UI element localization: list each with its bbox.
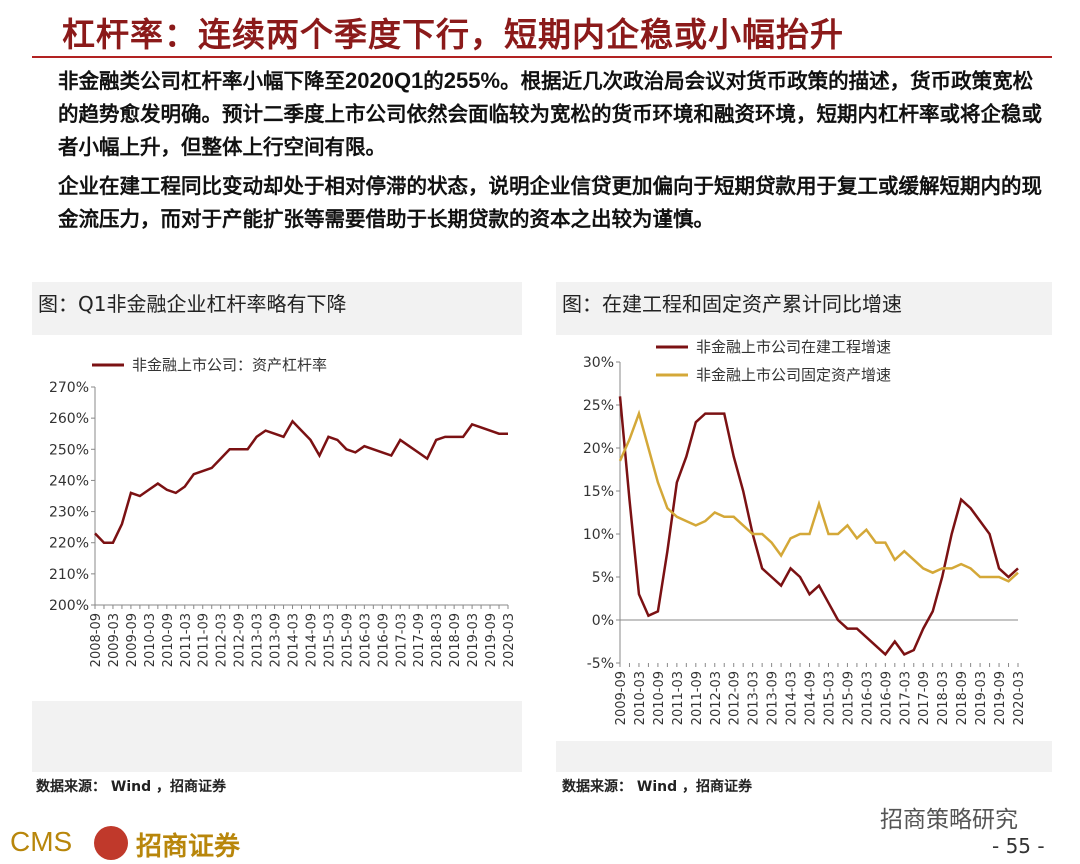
x-tick-label: 2017-03	[394, 613, 409, 667]
y-tick-label: 15%	[583, 484, 614, 500]
x-tick-label: 2014-03	[785, 671, 800, 725]
x-tick-label: 2012-03	[215, 613, 230, 667]
x-tick-label: 2019-09	[484, 613, 499, 667]
y-tick-label: 0%	[592, 613, 614, 629]
y-tick-label: 30%	[583, 355, 614, 371]
line	[618, 396, 1019, 657]
chart: 200%210%220%230%240%250%260%270%2008-09 2…	[32, 335, 522, 701]
x-tick-label: 2010-03	[143, 613, 158, 667]
legend-label: 非金融上市公司在建工程增速	[696, 338, 891, 356]
x-tick-label: 2019-03	[974, 671, 989, 725]
x-tick-label: 2008-09	[89, 613, 104, 667]
watermark: 招商策略研究	[880, 807, 1018, 833]
x-tick-label: 2014-03	[287, 613, 302, 667]
y-tick-label: 250%	[49, 442, 89, 458]
paragraph: 非金融类公司杠杆率小幅下降至2020Q1的255%。根据近几次政治局会议对货币政…	[58, 64, 1048, 164]
text: 。根据近几次政治局会议对货币政策的描述，货币政策宽松的趋势愈发明确。预计二季度上…	[58, 69, 1042, 159]
x-tick-label: 2015-09	[340, 613, 355, 667]
legend-label: 非金融上市公司：资产杠杆率	[132, 356, 327, 374]
x-tick-label: 2011-03	[671, 671, 686, 725]
text: 非金融类公司杠杆率小幅下降至	[58, 69, 345, 93]
x-tick-label: 2012-09	[728, 671, 743, 725]
paragraph: 企业在建工程同比变动却处于相对停滞的状态，说明企业信贷更加偏向于短期贷款用于复工…	[58, 170, 1048, 236]
x-tick-label: 2009-09	[125, 613, 140, 667]
source: 数据来源： Wind ，招商证券	[36, 779, 226, 795]
logo-icon	[94, 826, 128, 860]
x-tick-label: 2014-09	[804, 671, 819, 725]
x-tick-label: 2013-09	[766, 671, 781, 725]
rule	[32, 56, 1052, 58]
text: 的	[423, 69, 444, 93]
x-tick-label: 2012-03	[709, 671, 724, 725]
logo: CMS	[10, 826, 73, 857]
y-tick-label: 200%	[49, 598, 89, 614]
y-tick-label: 270%	[49, 380, 89, 396]
plot-bg	[556, 335, 1052, 741]
x-tick-label: 2017-09	[412, 613, 427, 667]
company: 招商证券	[136, 832, 241, 862]
x-tick-label: 2013-03	[747, 671, 762, 725]
y-tick-label: 220%	[49, 536, 89, 552]
line	[94, 419, 508, 544]
x-tick-label: 2013-03	[251, 613, 266, 667]
plot-bg	[32, 335, 522, 701]
x-tick-label: 2018-09	[448, 613, 463, 667]
chart: -5% 0% 5% 10% 15% 20% 25% 30% 2009-09 2010-03 2010…	[556, 335, 1052, 741]
source: 数据来源： Wind ，招商证券	[562, 779, 752, 795]
y-tick-label: -5%	[587, 656, 614, 672]
x-tick-label: 2020-03	[502, 613, 517, 667]
x-tick-label: 2017-09	[917, 671, 932, 725]
x-tick-label: 2015-09	[841, 671, 856, 725]
x-tick-label: 2017-03	[898, 671, 913, 725]
x-tick-label: 2015-03	[322, 613, 337, 667]
x-tick-label: 2010-03	[633, 671, 648, 725]
line	[618, 409, 1019, 583]
x-tick-label: 2010-09	[652, 671, 667, 725]
y-tick-label: 240%	[49, 473, 89, 489]
chart-title: 图：Q1非金融企业杠杆率略有下降	[38, 292, 347, 316]
text: 2020Q1	[345, 68, 424, 93]
page-number: - 55 -	[992, 834, 1045, 858]
x-tick-label: 2009-03	[107, 613, 122, 667]
y-tick-label: 20%	[583, 441, 614, 457]
y-tick-label: 10%	[583, 527, 614, 543]
x-tick-label: 2018-09	[955, 671, 970, 725]
title: 杠杆率：连续两个季度下行，短期内企稳或小幅抬升	[62, 15, 844, 54]
x-tick-label: 2011-09	[197, 613, 212, 667]
x-tick-label: 2014-09	[304, 613, 319, 667]
text: 255%	[443, 68, 501, 93]
y-tick-label: 210%	[49, 567, 89, 583]
x-tick-label: 2009-09	[614, 671, 629, 725]
x-tick-label: 2016-03	[358, 613, 373, 667]
y-tick-label: 230%	[49, 505, 89, 521]
x-tick-label: 2018-03	[430, 613, 445, 667]
x-tick-label: 2020-03	[1012, 671, 1027, 725]
x-tick-label: 2019-09	[993, 671, 1008, 725]
x-tick-label: 2015-03	[822, 671, 837, 725]
chart-title: 图：在建工程和固定资产累计同比增速	[562, 292, 902, 316]
y-tick-label: 260%	[49, 411, 89, 427]
x-tick-label: 2010-09	[161, 613, 176, 667]
x-tick-label: 2016-03	[860, 671, 875, 725]
x-tick-label: 2013-09	[269, 613, 284, 667]
x-tick-label: 2016-09	[376, 613, 391, 667]
x-tick-label: 2016-09	[879, 671, 894, 725]
x-tick-label: 2011-03	[179, 613, 194, 667]
x-tick-label: 2011-09	[690, 671, 705, 725]
text: 企业在建工程同比变动却处于相对停滞的状态，说明企业信贷更加偏向于短期贷款用于复工…	[58, 174, 1042, 231]
y-tick-label: 25%	[583, 398, 614, 414]
x-tick-label: 2012-09	[233, 613, 248, 667]
y-tick-label: 5%	[592, 570, 614, 586]
x-tick-label: 2018-03	[936, 671, 951, 725]
legend-label: 非金融上市公司固定资产增速	[696, 366, 891, 384]
x-tick-label: 2019-03	[466, 613, 481, 667]
